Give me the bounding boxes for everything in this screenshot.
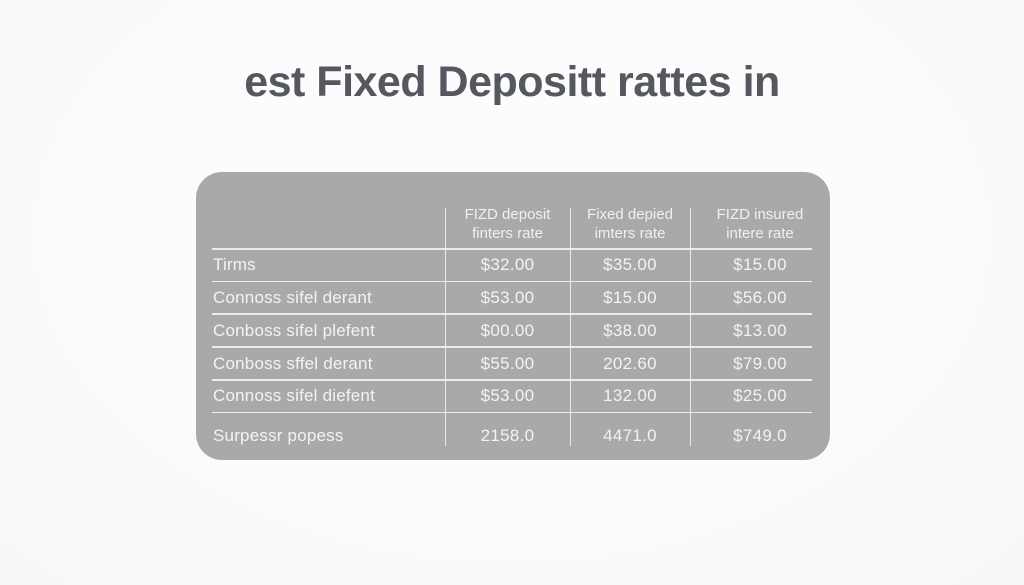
- row-label: Conboss sffel derant: [213, 353, 373, 373]
- column-header-1: FIZD deposit finters rate: [445, 172, 570, 249]
- column-header-line: finters rate: [472, 225, 543, 242]
- table-cell: $32.00: [480, 255, 535, 275]
- column-header-line: Fixed depied: [587, 206, 673, 223]
- table-cell: $38.00: [603, 320, 657, 340]
- column-header-2: Fixed depied imters rate: [570, 172, 690, 249]
- table-cell: $55.00: [480, 353, 535, 373]
- row-divider: [212, 280, 812, 282]
- rates-table-panel: FIZD deposit finters rate Fixed depied i…: [196, 172, 830, 460]
- row-label: Connoss sifel derant: [213, 287, 372, 307]
- column-header-line: intere rate: [726, 225, 794, 242]
- column-header-line: FIZD insured: [716, 206, 804, 223]
- column-divider: [689, 208, 691, 446]
- table-cell: $53.00: [480, 386, 535, 406]
- table-cell: $35.00: [603, 255, 657, 275]
- table-cell: $56.00: [733, 287, 787, 307]
- row-divider: [212, 248, 812, 250]
- column-header-line: FIZD deposit: [464, 206, 551, 223]
- column-divider: [444, 208, 446, 446]
- row-divider: [212, 411, 812, 413]
- table-cell: $749.0: [733, 426, 787, 446]
- table-cell: $00.00: [480, 320, 535, 340]
- rates-table: FIZD deposit finters rate Fixed depied i…: [196, 172, 830, 460]
- row-divider: [212, 313, 812, 315]
- table-cell: 202.60: [603, 353, 657, 373]
- row-label: Tirms: [213, 255, 256, 275]
- row-label: Conboss sifel plefent: [213, 320, 376, 340]
- table-cell: 4471.0: [603, 426, 657, 446]
- row-divider: [212, 379, 812, 381]
- column-header-3: FIZD insured intere rate: [690, 172, 830, 249]
- corner-cell: [196, 172, 445, 249]
- row-label: Surpessr popess: [213, 426, 344, 446]
- column-header-line: imters rate: [594, 225, 666, 242]
- table-cell: $15.00: [733, 255, 787, 275]
- table-cell: $79.00: [733, 353, 787, 373]
- column-divider: [569, 208, 571, 446]
- table-cell: $25.00: [733, 386, 787, 406]
- row-divider: [212, 346, 812, 348]
- table-cell: $15.00: [603, 287, 657, 307]
- table-cell: 2158.0: [480, 426, 535, 446]
- row-label: Connoss sifel diefent: [213, 386, 376, 406]
- table-cell: $13.00: [733, 320, 787, 340]
- table-cell: $53.00: [480, 287, 535, 307]
- table-cell: 132.00: [603, 386, 657, 406]
- page-title: est Fixed Depositt rattes in: [244, 58, 780, 106]
